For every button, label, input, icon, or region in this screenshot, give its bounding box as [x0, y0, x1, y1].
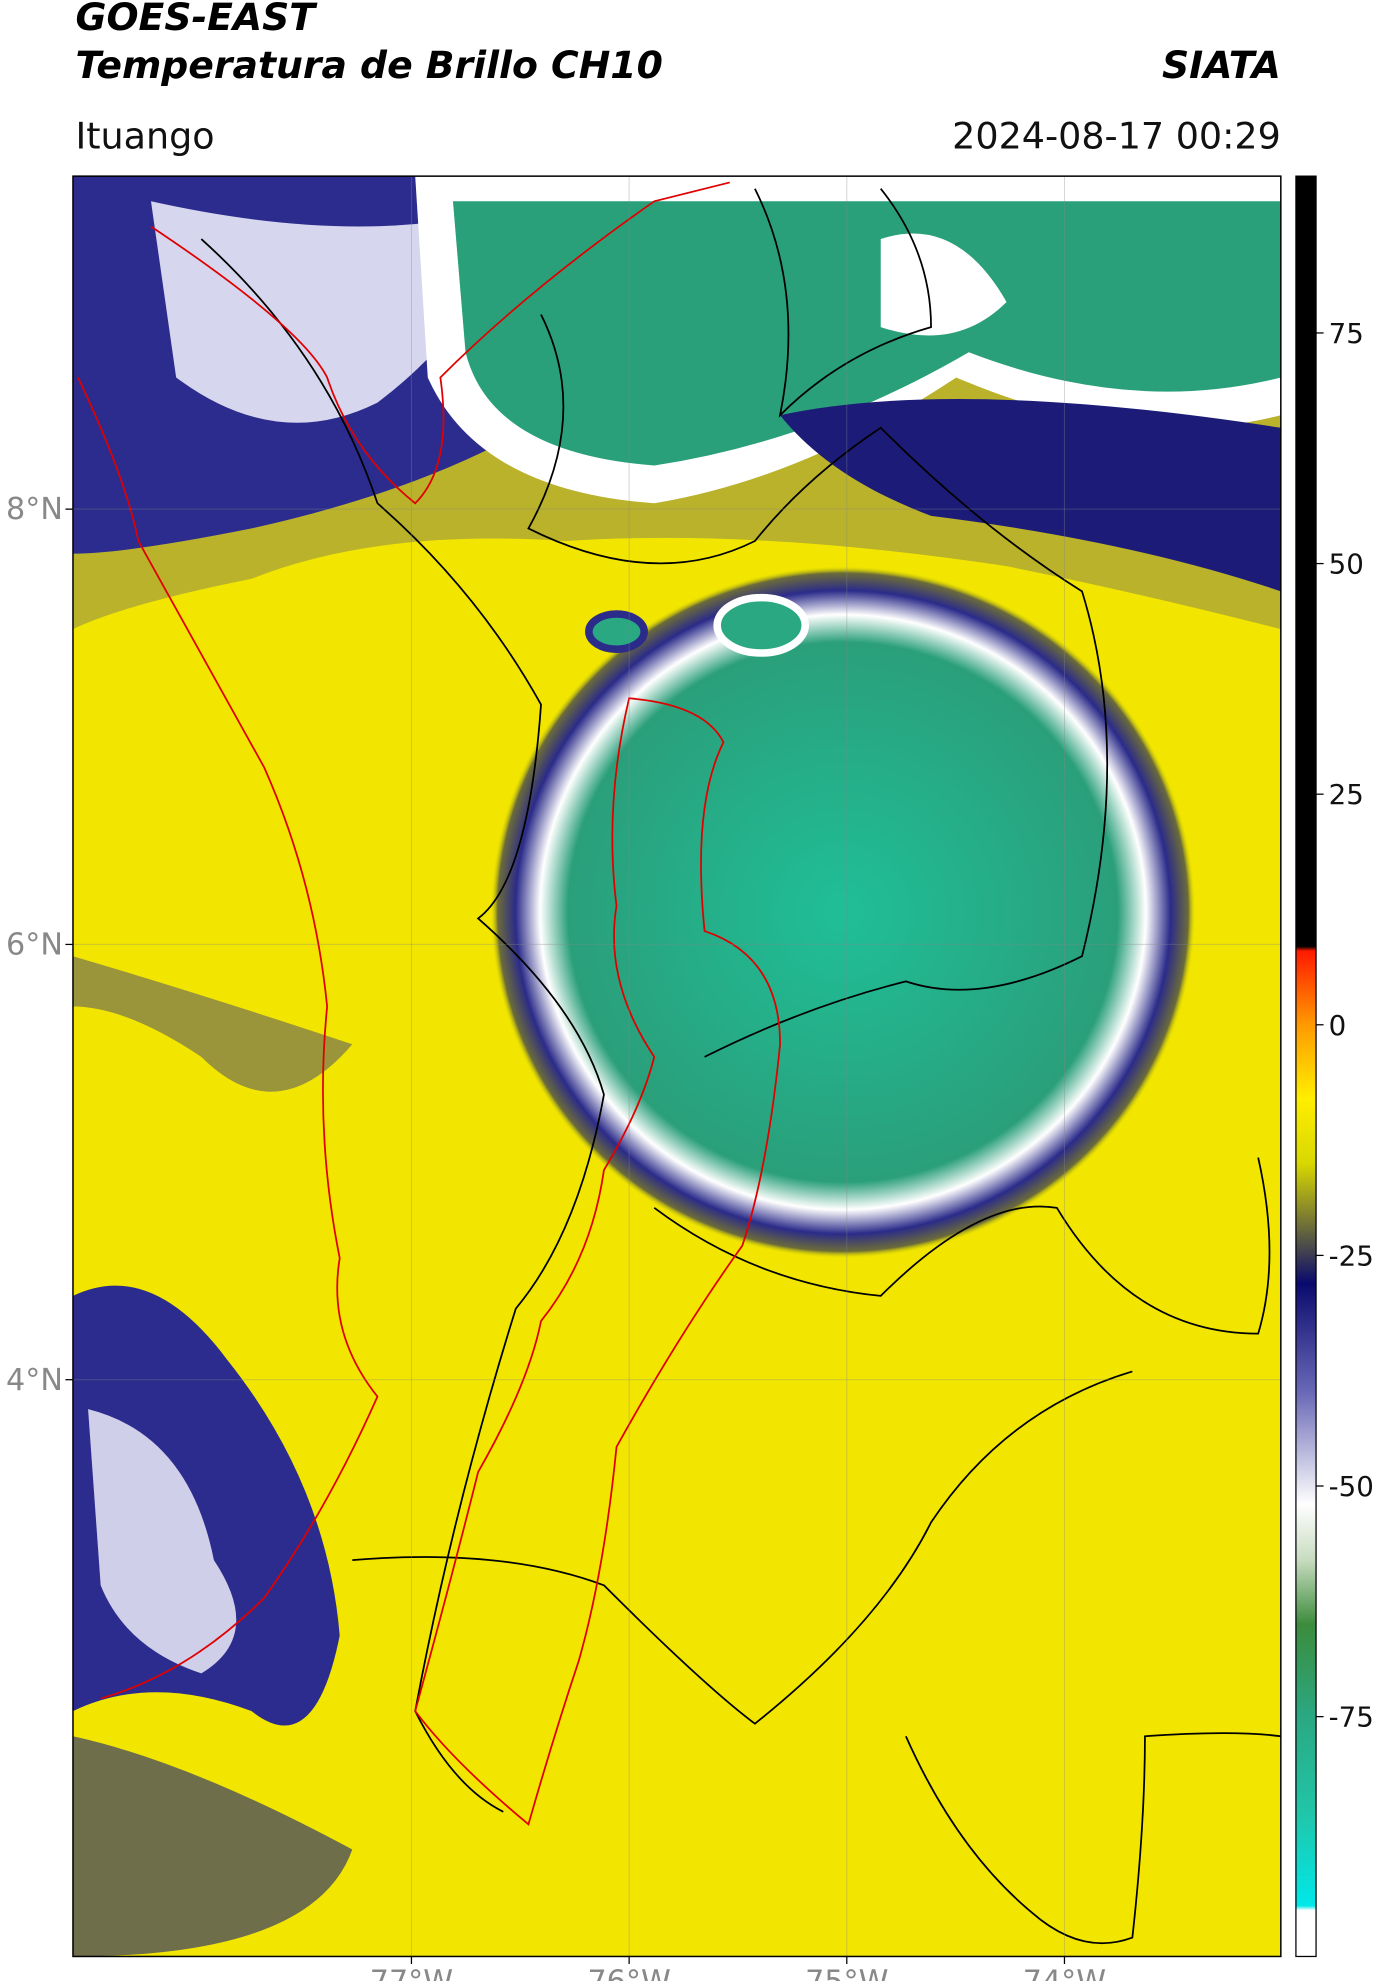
- colorbar-label: 50: [1329, 548, 1364, 581]
- colorbar-label: 25: [1329, 778, 1364, 811]
- y-tick-label: 8°N: [6, 492, 63, 527]
- satellite: GOES-EAST: [75, 0, 318, 39]
- grid: [72, 176, 1281, 1957]
- datetime: 2024-08-17 00:29: [952, 114, 1281, 157]
- y-tick-label: 6°N: [6, 927, 63, 962]
- x-tick-label: 75°W: [805, 1965, 888, 1981]
- location: Ituango: [75, 114, 214, 157]
- colorbar-label: -75: [1329, 1701, 1374, 1734]
- source: SIATA: [1162, 43, 1281, 87]
- map-image: [72, 176, 1281, 1957]
- colorbar-label: 0: [1329, 1009, 1347, 1042]
- product: Temperatura de Brillo CH10: [75, 43, 662, 87]
- x-tick-label: 76°W: [587, 1965, 670, 1981]
- map-frame: [72, 175, 1282, 1958]
- colorbar: [1295, 175, 1317, 1958]
- colorbar-label: -25: [1329, 1239, 1374, 1272]
- x-tick-label: 77°W: [370, 1965, 453, 1981]
- y-tick-label: 4°N: [6, 1363, 63, 1398]
- colorbar-label: -50: [1329, 1470, 1374, 1503]
- colorbar-label: 75: [1329, 317, 1364, 350]
- x-tick-label: 74°W: [1023, 1965, 1106, 1981]
